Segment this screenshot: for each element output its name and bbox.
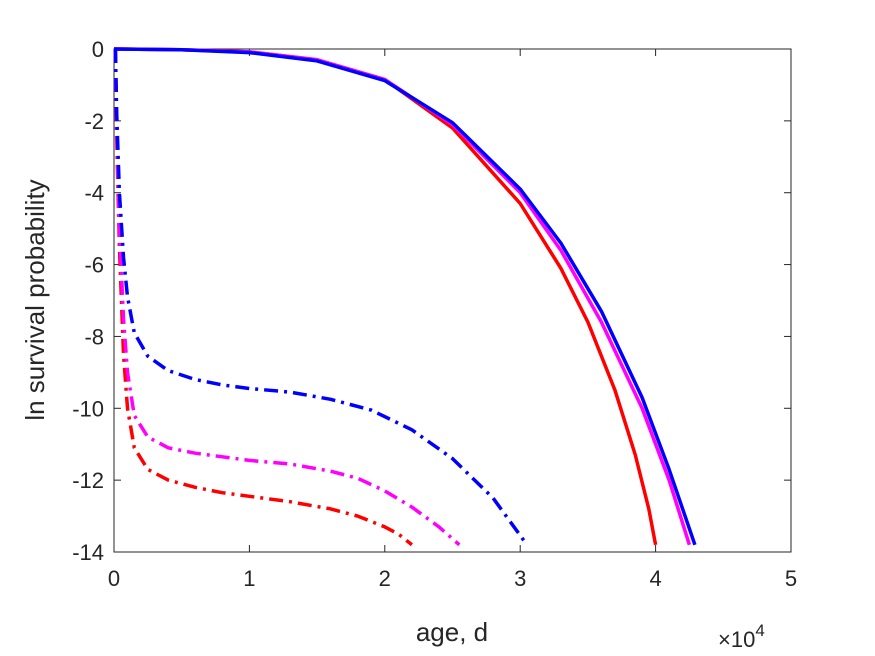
series-line-5 — [113, 48, 461, 547]
y-axis-label: ln survival probability — [20, 179, 50, 420]
x-exponent-power: 4 — [755, 621, 764, 640]
series-layer — [113, 47, 697, 547]
y-tick-label: 0 — [92, 37, 104, 62]
x-tick-label: 5 — [785, 566, 797, 591]
y-tick-label: -4 — [84, 181, 104, 206]
y-tick-label: -6 — [84, 253, 104, 278]
y-tick-label: -14 — [72, 540, 104, 565]
x-tick-label: 0 — [108, 566, 120, 591]
x-axis-label: age, d — [416, 617, 488, 647]
y-tick-label: -10 — [72, 396, 104, 421]
series-line-6 — [113, 48, 529, 546]
x-tick-label: 3 — [514, 566, 526, 591]
y-tick-label: -8 — [84, 324, 104, 349]
x-exponent: ×104 — [718, 621, 765, 652]
y-tick-label: -12 — [72, 468, 104, 493]
x-tick-label: 4 — [649, 566, 661, 591]
series-line-3 — [113, 47, 697, 546]
x-exponent-base: ×10 — [718, 627, 755, 652]
axis-ticks: 0 1 2 3 4 5 0 -2 -4 -6 -8 -10 -12 -14 — [72, 37, 797, 591]
plot-area — [113, 48, 792, 553]
x-tick-label: 1 — [243, 566, 255, 591]
y-tick-label: -2 — [84, 109, 104, 134]
x-tick-label: 2 — [379, 566, 391, 591]
